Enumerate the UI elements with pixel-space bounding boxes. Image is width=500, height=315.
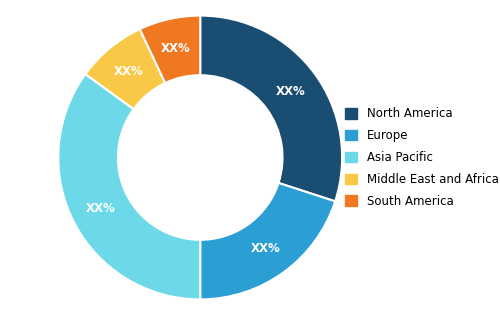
Text: XX%: XX%	[276, 85, 306, 98]
Text: XX%: XX%	[114, 65, 144, 77]
Text: XX%: XX%	[86, 202, 115, 215]
Wedge shape	[58, 74, 200, 300]
Wedge shape	[200, 15, 342, 201]
Wedge shape	[86, 29, 165, 109]
Wedge shape	[200, 183, 335, 300]
Text: XX%: XX%	[251, 242, 281, 255]
Legend: North America, Europe, Asia Pacific, Middle East and Africa, South America: North America, Europe, Asia Pacific, Mid…	[346, 107, 498, 208]
Wedge shape	[140, 15, 200, 83]
Text: XX%: XX%	[161, 42, 190, 54]
